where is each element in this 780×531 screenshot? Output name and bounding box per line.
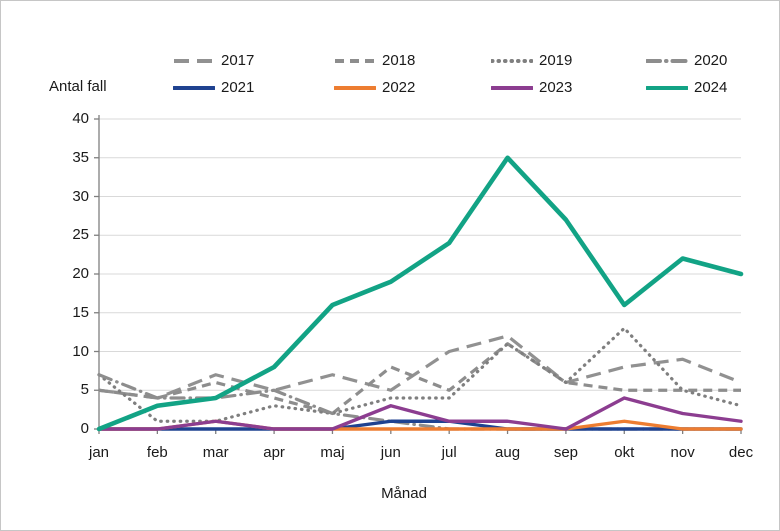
x-axis-title-text: Månad bbox=[381, 485, 427, 502]
legend-item-2021: 2021 bbox=[173, 79, 254, 97]
x-tick-label-maj: maj bbox=[320, 444, 345, 461]
y-tick-label-35: 35 bbox=[72, 148, 89, 166]
y-tick-label-0: 0 bbox=[80, 420, 89, 437]
legend-item-2018: 2018 bbox=[334, 52, 415, 70]
legend-swatch-2023-icon bbox=[491, 86, 533, 90]
y-tick-label-15: 15 bbox=[72, 303, 89, 321]
legend-item-2024: 2024 bbox=[646, 79, 727, 97]
x-tick-label-dec: dec bbox=[728, 444, 754, 461]
legend-item-2022: 2022 bbox=[334, 79, 415, 97]
y-tick-label-10: 10 bbox=[72, 342, 89, 360]
y-tick-label-5: 5 bbox=[80, 381, 89, 399]
legend-item-2019: 2019 bbox=[491, 52, 572, 70]
x-tick-label-aug: aug bbox=[495, 444, 521, 461]
legend-swatch-2017-icon bbox=[174, 59, 214, 63]
series-line-2017 bbox=[98, 334, 742, 400]
legend-swatch-2019-icon bbox=[491, 59, 533, 63]
series-line-2021 bbox=[97, 419, 743, 431]
legend-swatch-2021-icon bbox=[173, 86, 215, 90]
y-tick-label-30: 30 bbox=[72, 187, 89, 205]
legend-label-2023: 2023 bbox=[539, 79, 573, 96]
legend-label-2017: 2017 bbox=[221, 52, 255, 69]
y-axis-title: Antal fall bbox=[49, 78, 107, 95]
legend-label-2024: 2024 bbox=[694, 79, 728, 96]
y-tick-label-25: 25 bbox=[72, 226, 89, 244]
x-tick-label-sep: sep bbox=[553, 444, 578, 461]
x-tick-label-nov: nov bbox=[670, 444, 695, 461]
series-line-2018 bbox=[98, 342, 741, 416]
series-line-2023 bbox=[97, 396, 743, 431]
y-tick-label-20: 20 bbox=[72, 265, 89, 282]
x-tick-label-jul: jul bbox=[441, 444, 457, 461]
legend-label-2022: 2022 bbox=[382, 79, 416, 96]
x-axis-title: Månad bbox=[1, 485, 779, 502]
legend-swatch-2024-icon bbox=[646, 86, 688, 90]
x-tick-label-mar: mar bbox=[202, 444, 229, 461]
x-tick-label-apr: apr bbox=[263, 444, 285, 461]
legend-item-2017: 2017 bbox=[173, 52, 254, 70]
legend-label-2020: 2020 bbox=[694, 52, 728, 69]
legend-swatch-2020-icon bbox=[646, 59, 688, 63]
legend-swatch-2022-icon bbox=[334, 86, 376, 90]
x-tick-label-jan: jan bbox=[88, 444, 110, 461]
legend-swatch-2018-icon bbox=[335, 59, 375, 63]
x-tick-label-feb: feb bbox=[146, 444, 168, 461]
legend-item-2023: 2023 bbox=[491, 79, 572, 97]
series-line-2024 bbox=[96, 155, 744, 432]
legend-label-2019: 2019 bbox=[539, 52, 573, 69]
x-tick-label-jun: jun bbox=[380, 444, 401, 461]
legend-label-2018: 2018 bbox=[382, 52, 416, 69]
y-tick-label-40: 40 bbox=[72, 110, 89, 127]
x-tick-label-okt: okt bbox=[614, 444, 635, 461]
series-line-2019 bbox=[97, 326, 743, 423]
legend-item-2020: 2020 bbox=[646, 52, 727, 70]
legend-label-2021: 2021 bbox=[221, 79, 255, 96]
